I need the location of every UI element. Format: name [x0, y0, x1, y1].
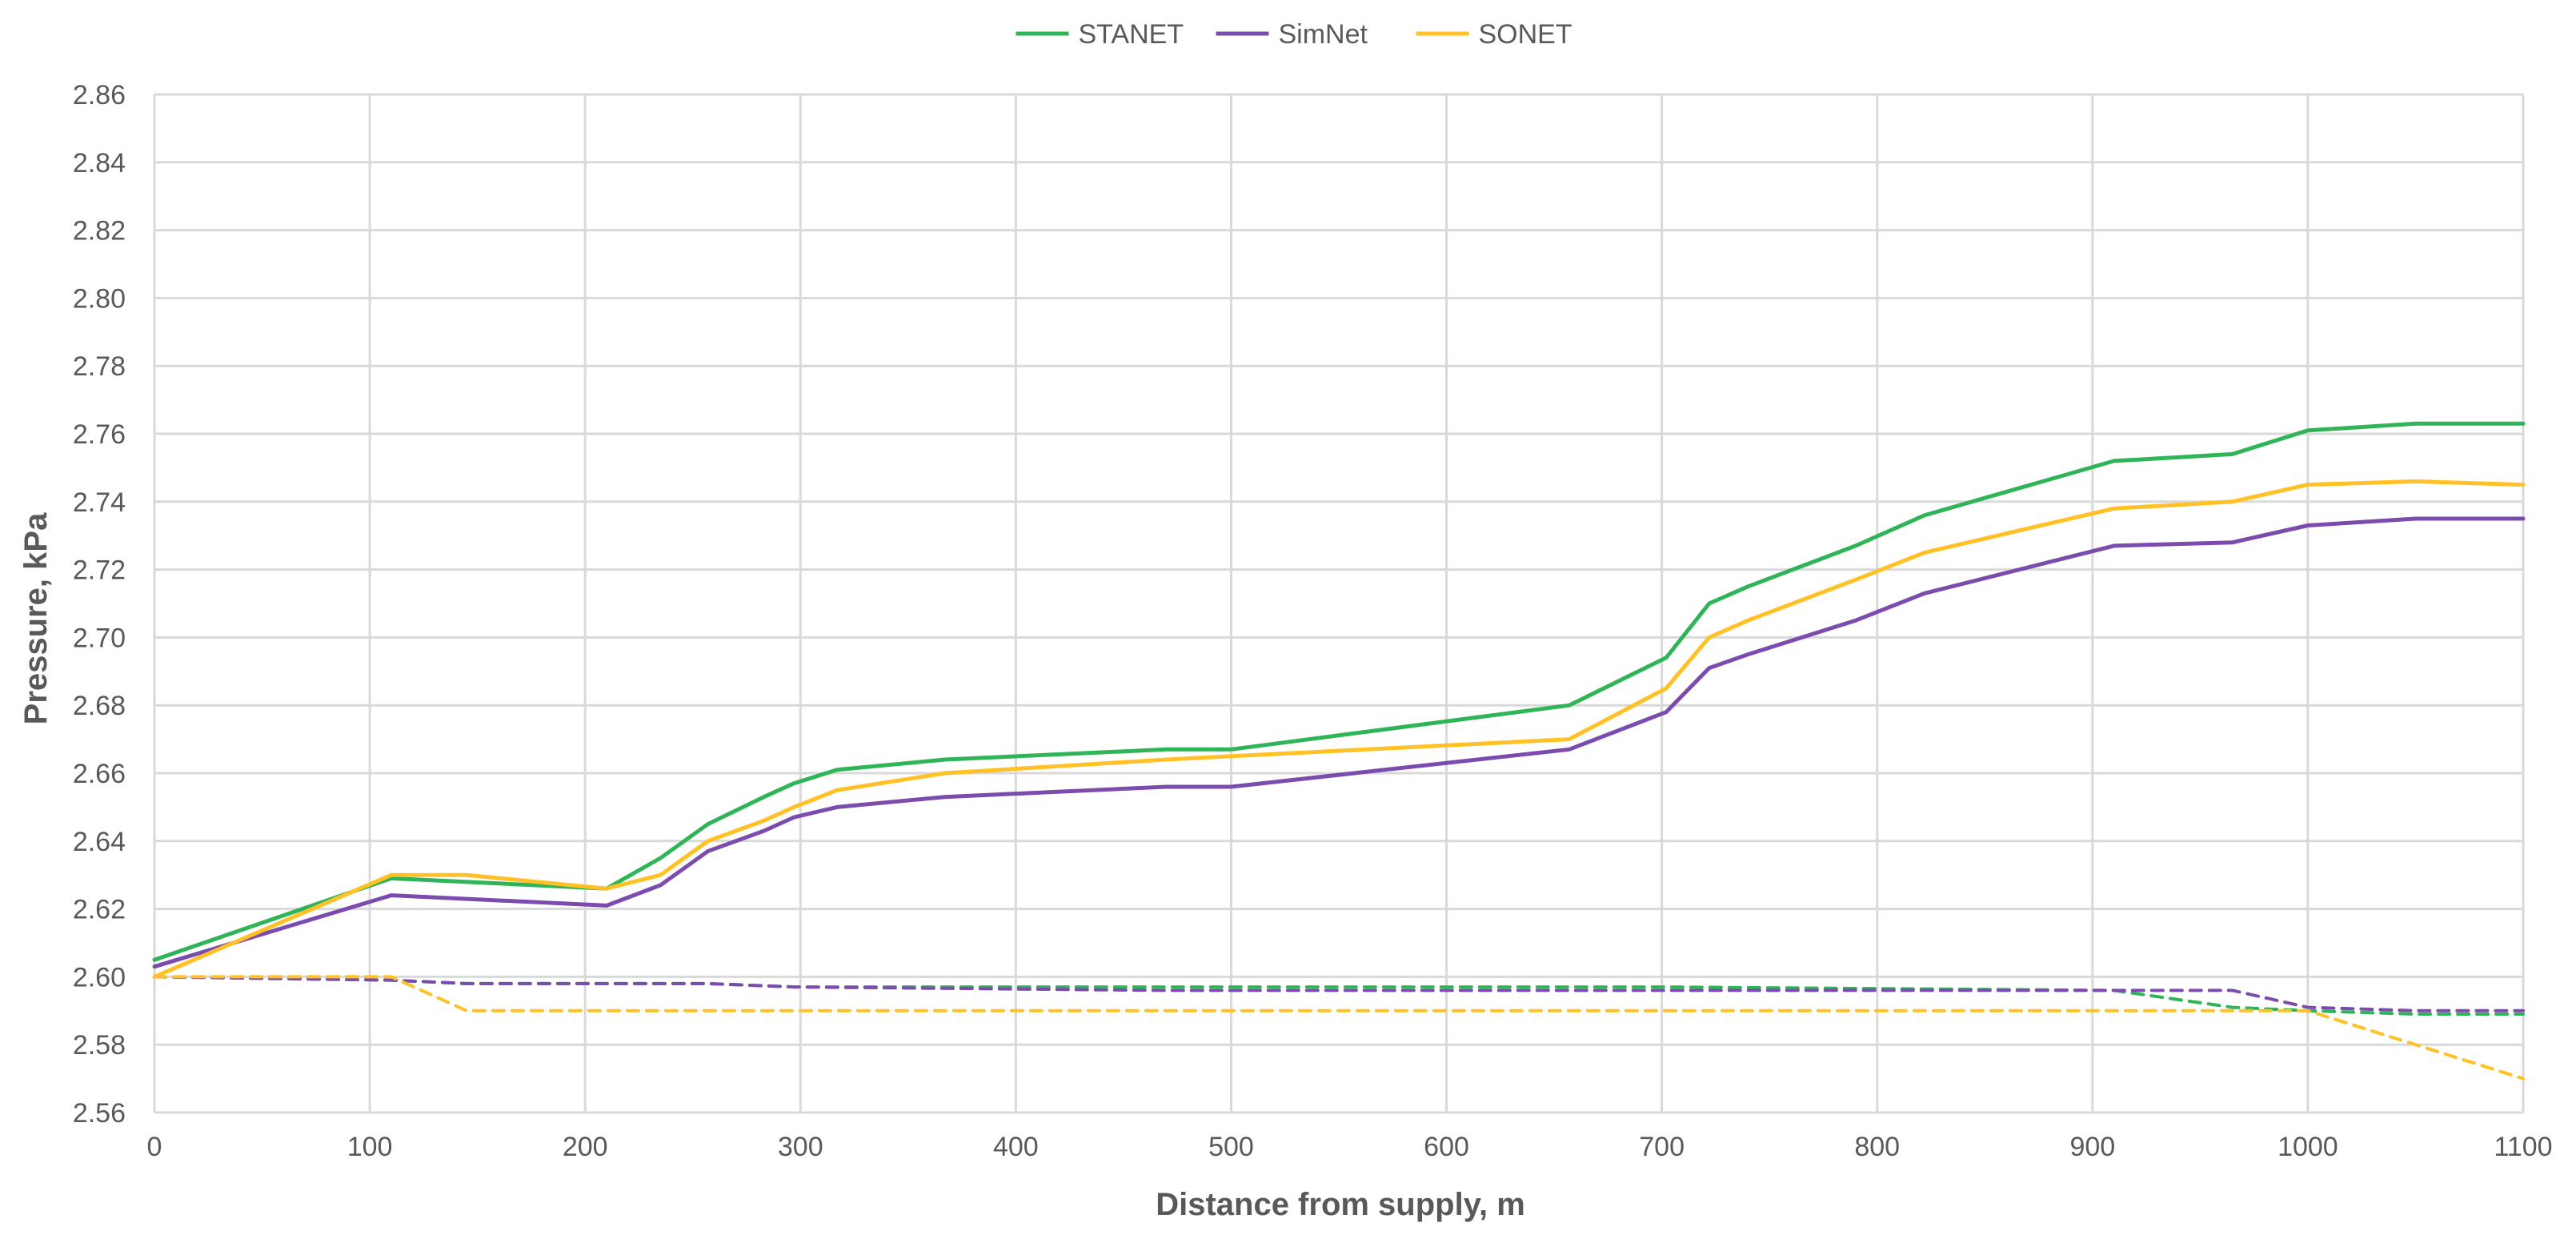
grid-lines [153, 93, 2525, 1114]
legend-label: STANET [1079, 19, 1184, 50]
y-tick-label: 2.60 [73, 962, 126, 992]
x-tick-label: 700 [1639, 1132, 1685, 1162]
y-axis-ticks: 2.56 2.58 2.60 2.62 2.64 2.66 2.68 2.70 2.72 2.74… [73, 80, 126, 1129]
series-line-sonet-dashed [153, 975, 2525, 1081]
x-tick-label: 0 [147, 1132, 162, 1162]
y-tick-label: 2.66 [73, 759, 126, 789]
x-tick-label: 500 [1208, 1132, 1254, 1162]
y-axis-title: Pressure, kPa [18, 512, 54, 724]
x-tick-label: 100 [347, 1132, 393, 1162]
y-tick-label: 2.56 [73, 1098, 126, 1129]
series-line-stanet-solid [152, 421, 2526, 962]
legend: STANET SimNet SONET [1016, 19, 1572, 50]
series-lines [152, 421, 2526, 1081]
y-tick-label: 2.74 [73, 487, 126, 518]
y-tick-label: 2.78 [73, 351, 126, 382]
x-tick-label: 1000 [2278, 1132, 2338, 1162]
series-line-sonet-solid [152, 479, 2526, 979]
y-tick-label: 2.64 [73, 827, 126, 857]
x-tick-label: 200 [563, 1132, 608, 1162]
y-tick-label: 2.82 [73, 216, 126, 247]
series-line-simnet-solid [152, 516, 2526, 969]
x-tick-label: 1100 [2494, 1132, 2552, 1162]
y-tick-label: 2.58 [73, 1030, 126, 1061]
y-tick-label: 2.62 [73, 895, 126, 925]
series-line-simnet-dashed [153, 975, 2525, 1012]
x-tick-label: 900 [2069, 1132, 2115, 1162]
x-tick-label: 600 [1424, 1132, 1469, 1162]
legend-label: SimNet [1279, 19, 1368, 50]
y-tick-label: 2.76 [73, 419, 126, 450]
legend-label: SONET [1479, 19, 1572, 50]
y-tick-label: 2.68 [73, 691, 126, 721]
x-axis-title: Distance from supply, m [1156, 1187, 1525, 1222]
y-tick-label: 2.86 [73, 80, 126, 110]
x-tick-label: 300 [778, 1132, 823, 1162]
y-tick-label: 2.80 [73, 283, 126, 314]
x-tick-label: 400 [993, 1132, 1039, 1162]
x-tick-label: 800 [1854, 1132, 1900, 1162]
y-tick-label: 2.72 [73, 555, 126, 586]
y-tick-label: 2.84 [73, 148, 126, 178]
x-axis-ticks: 0 100 200 300 400 500 600 700 800 900 1000 1100 [147, 1132, 2553, 1162]
y-tick-label: 2.70 [73, 623, 126, 653]
